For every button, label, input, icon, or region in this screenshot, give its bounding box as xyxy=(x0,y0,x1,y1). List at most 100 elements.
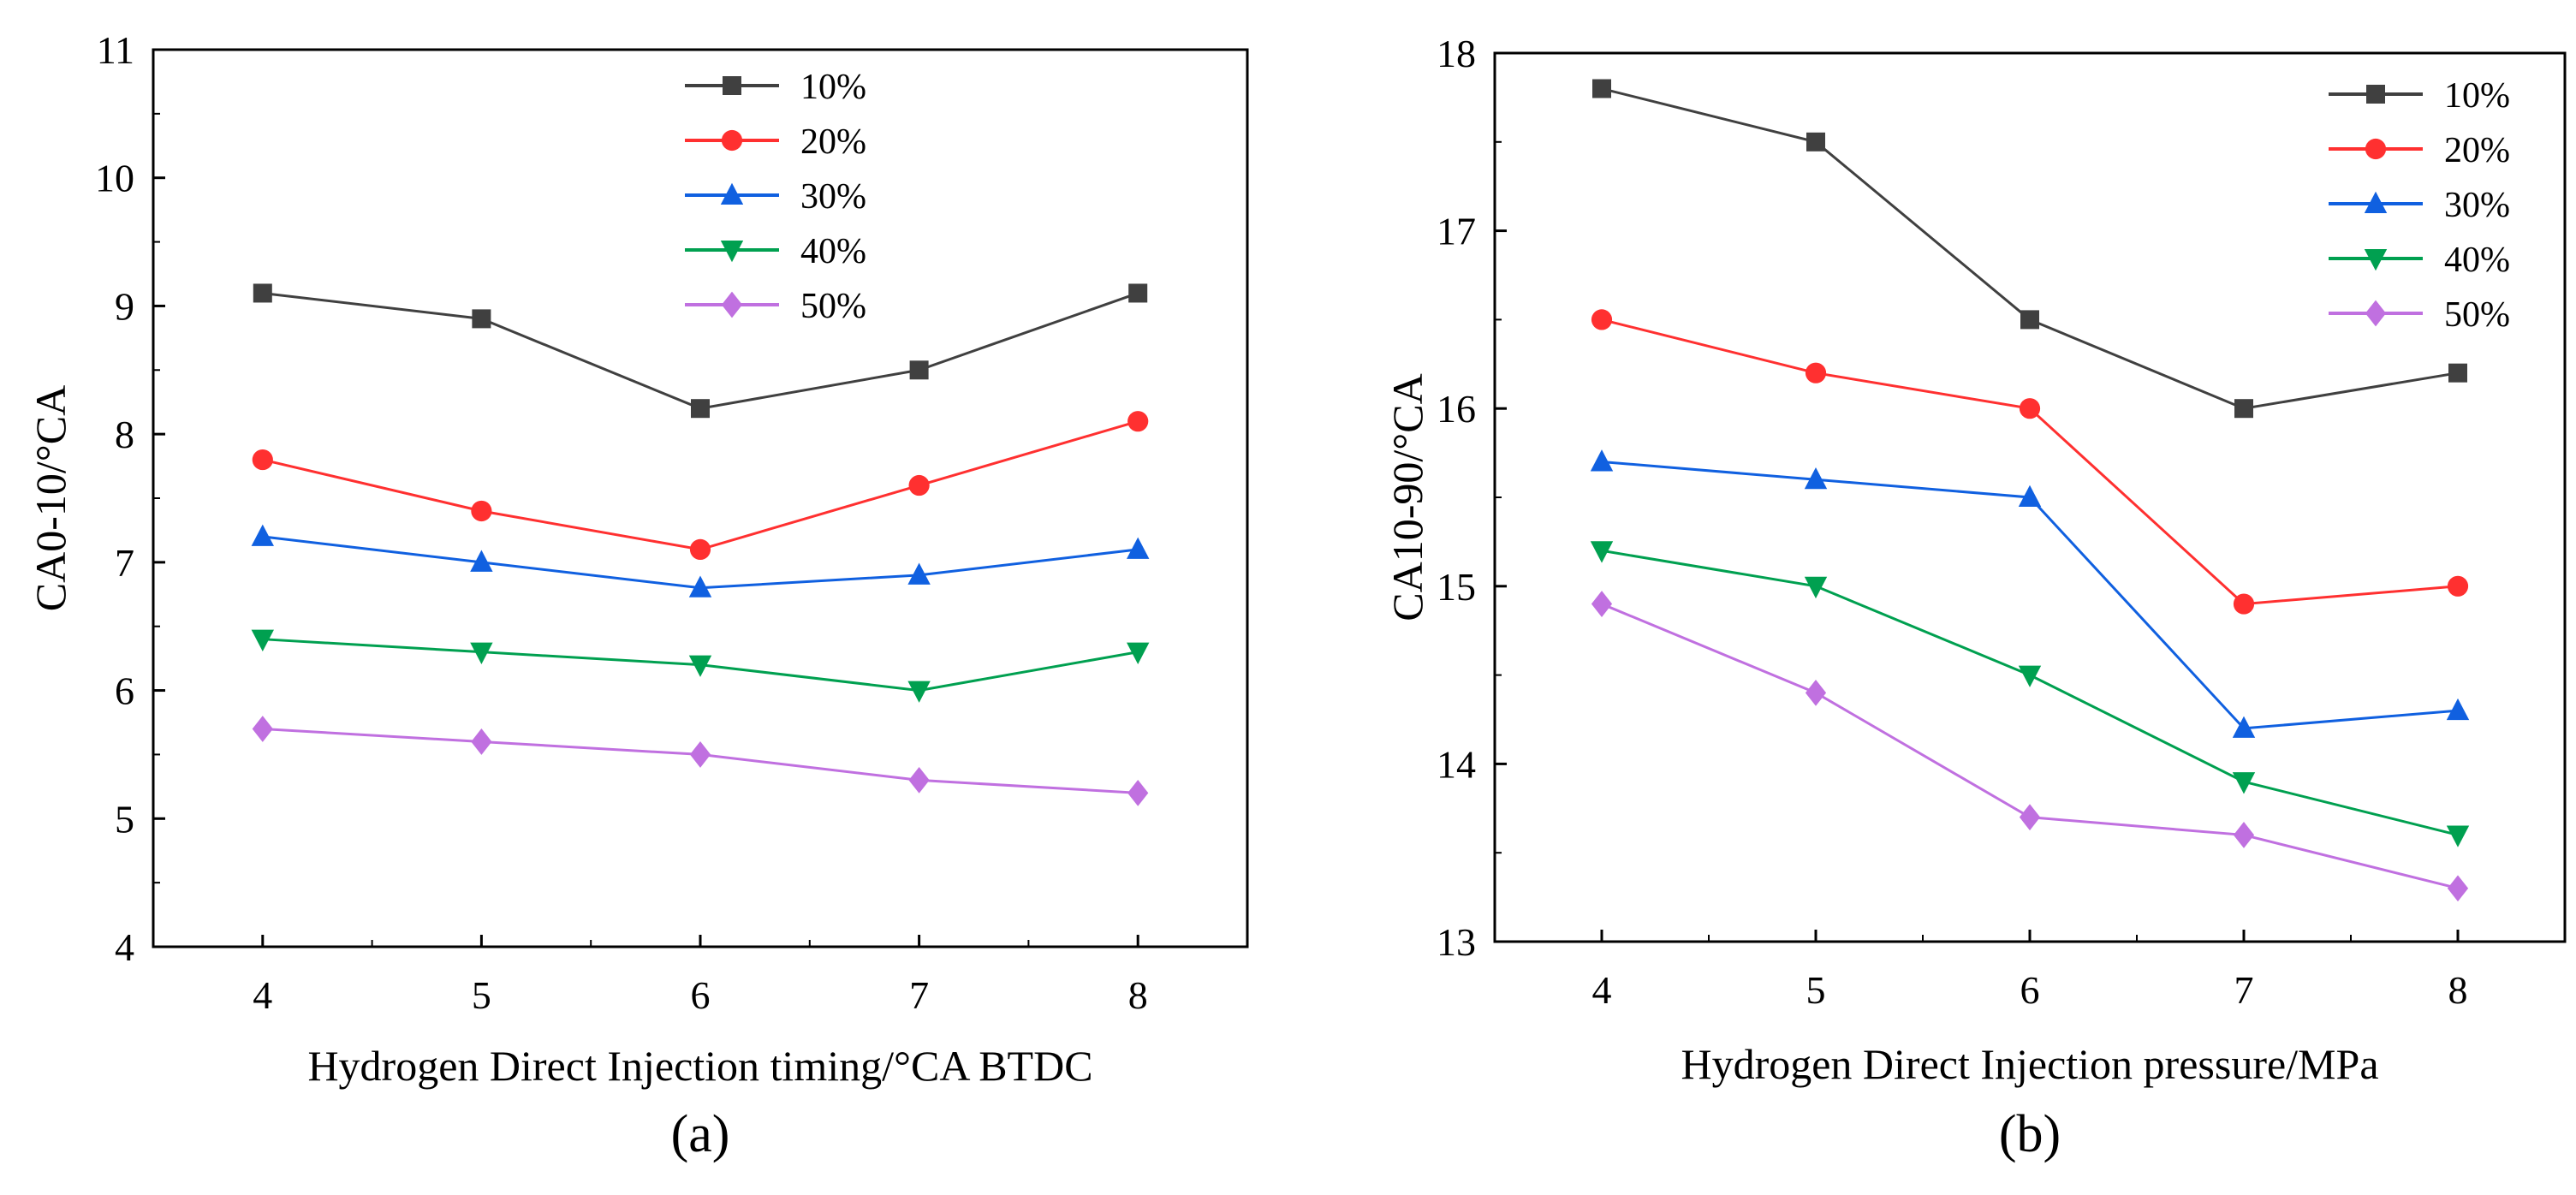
marker-circle xyxy=(2233,593,2255,615)
marker-triangle-down xyxy=(1804,576,1828,599)
y-tick-label: 9 xyxy=(115,284,134,328)
x-axis-label: Hydrogen Direct Injection pressure/MPa xyxy=(1681,1040,2378,1088)
legend-label: 20% xyxy=(2444,131,2510,170)
series-10pct xyxy=(253,283,1148,419)
marker-triangle-up xyxy=(720,182,744,205)
y-tick-label: 11 xyxy=(97,28,134,72)
marker-diamond xyxy=(2365,300,2387,327)
y-axis-label: CA10-90/°CA xyxy=(1383,373,1431,621)
series-line xyxy=(1601,318,2459,606)
y-tick-label: 18 xyxy=(1437,32,1476,75)
marker-triangle-down xyxy=(1127,642,1150,664)
marker-diamond xyxy=(471,728,492,755)
y-tick-label: 7 xyxy=(115,541,134,585)
marker-diamond xyxy=(252,716,273,742)
marker-diamond xyxy=(1127,779,1149,806)
plot-frame xyxy=(152,48,1249,948)
marker-diamond xyxy=(908,766,930,794)
series-40pct xyxy=(1590,541,2470,847)
marker-diamond xyxy=(2019,804,2041,831)
marker-triangle-up xyxy=(251,524,274,546)
chart-panel-b: 13 14 15 16 17 18 4 5 6 7 8 Hydrogen Direct Injecti… xyxy=(1383,32,2567,1163)
marker-triangle-up xyxy=(688,575,712,598)
y-tick-label: 14 xyxy=(1437,742,1476,786)
legend-item: 30% xyxy=(2329,186,2510,225)
marker-square xyxy=(1592,79,1611,98)
x-tick-label: 5 xyxy=(472,973,491,1017)
marker-circle xyxy=(1591,309,1613,330)
legend-item: 50% xyxy=(685,287,866,326)
marker-square xyxy=(2234,399,2253,419)
marker-triangle-up xyxy=(1127,537,1150,559)
series-line xyxy=(262,291,1139,410)
marker-triangle-down xyxy=(1590,541,1614,563)
marker-triangle-down xyxy=(907,681,931,703)
marker-triangle-up xyxy=(2018,485,2042,507)
marker-circle xyxy=(2447,575,2469,597)
marker-circle xyxy=(1127,411,1149,432)
marker-square xyxy=(1128,283,1148,303)
marker-circle xyxy=(721,129,743,152)
marker-circle xyxy=(2019,398,2041,419)
marker-triangle-down xyxy=(688,655,712,677)
series-line xyxy=(262,419,1139,551)
marker-triangle-down xyxy=(2364,249,2388,271)
series-20pct xyxy=(252,411,1149,560)
series-line xyxy=(1601,603,2459,890)
series-30pct xyxy=(1590,449,2470,738)
marker-square xyxy=(253,283,272,303)
marker-diamond xyxy=(1591,591,1613,617)
marker-triangle-down xyxy=(2018,665,2042,687)
chart-panel-a: 4 5 6 7 8 9 10 11 4 5 6 7 8 Hydrogen Direct Injection… xyxy=(27,28,1249,1163)
legend-label: 10% xyxy=(800,68,866,107)
x-tick-label: 6 xyxy=(2020,968,2040,1012)
x-tick-label: 8 xyxy=(1128,973,1148,1017)
marker-square xyxy=(691,399,710,419)
series-50pct xyxy=(1591,591,2469,902)
marker-triangle-up xyxy=(2364,191,2388,213)
marker-diamond xyxy=(2233,822,2255,848)
marker-diamond xyxy=(721,291,743,318)
series-line xyxy=(1601,549,2459,836)
marker-square xyxy=(909,360,929,380)
marker-triangle-up xyxy=(907,562,931,585)
marker-diamond xyxy=(689,741,711,768)
marker-circle xyxy=(252,449,273,471)
marker-diamond xyxy=(1805,679,1827,706)
y-tick-label: 13 xyxy=(1437,920,1476,964)
marker-triangle-down xyxy=(720,241,744,263)
legend-label: 40% xyxy=(2444,241,2510,280)
marker-square xyxy=(2020,310,2039,330)
legend-label: 10% xyxy=(2444,76,2510,116)
y-tick-label: 4 xyxy=(115,925,134,969)
y-axis-label: CA0-10/°CA xyxy=(27,385,74,611)
marker-circle xyxy=(689,538,711,560)
marker-square xyxy=(723,76,741,95)
marker-square xyxy=(2366,85,2385,104)
panel-label: (a) xyxy=(671,1105,730,1163)
x-tick-label: 6 xyxy=(691,973,711,1017)
marker-square xyxy=(472,309,491,329)
legend-item: 20% xyxy=(685,122,866,162)
legend-item: 40% xyxy=(685,232,866,271)
marker-triangle-up xyxy=(2446,698,2470,721)
legend-label: 20% xyxy=(800,122,866,162)
marker-triangle-up xyxy=(1590,449,1614,472)
x-tick-label: 4 xyxy=(253,973,272,1017)
legend-item: 30% xyxy=(685,177,866,217)
marker-triangle-down xyxy=(2232,772,2256,794)
marker-triangle-down xyxy=(2446,825,2470,847)
y-tick-label: 17 xyxy=(1437,210,1476,253)
x-tick-label: 4 xyxy=(1592,968,1612,1012)
marker-circle xyxy=(1805,362,1827,383)
x-axis-label: Hydrogen Direct Injection timing/°CA BTD… xyxy=(307,1042,1092,1090)
y-tick-label: 15 xyxy=(1437,565,1476,609)
marker-triangle-down xyxy=(470,642,493,664)
panel-label: (b) xyxy=(1999,1105,2061,1163)
y-tick-label: 16 xyxy=(1437,387,1476,431)
marker-square xyxy=(2448,363,2467,383)
y-tick-label: 8 xyxy=(115,413,134,456)
marker-circle xyxy=(471,500,492,522)
marker-circle xyxy=(2365,138,2387,160)
legend-item: 50% xyxy=(2329,295,2510,335)
